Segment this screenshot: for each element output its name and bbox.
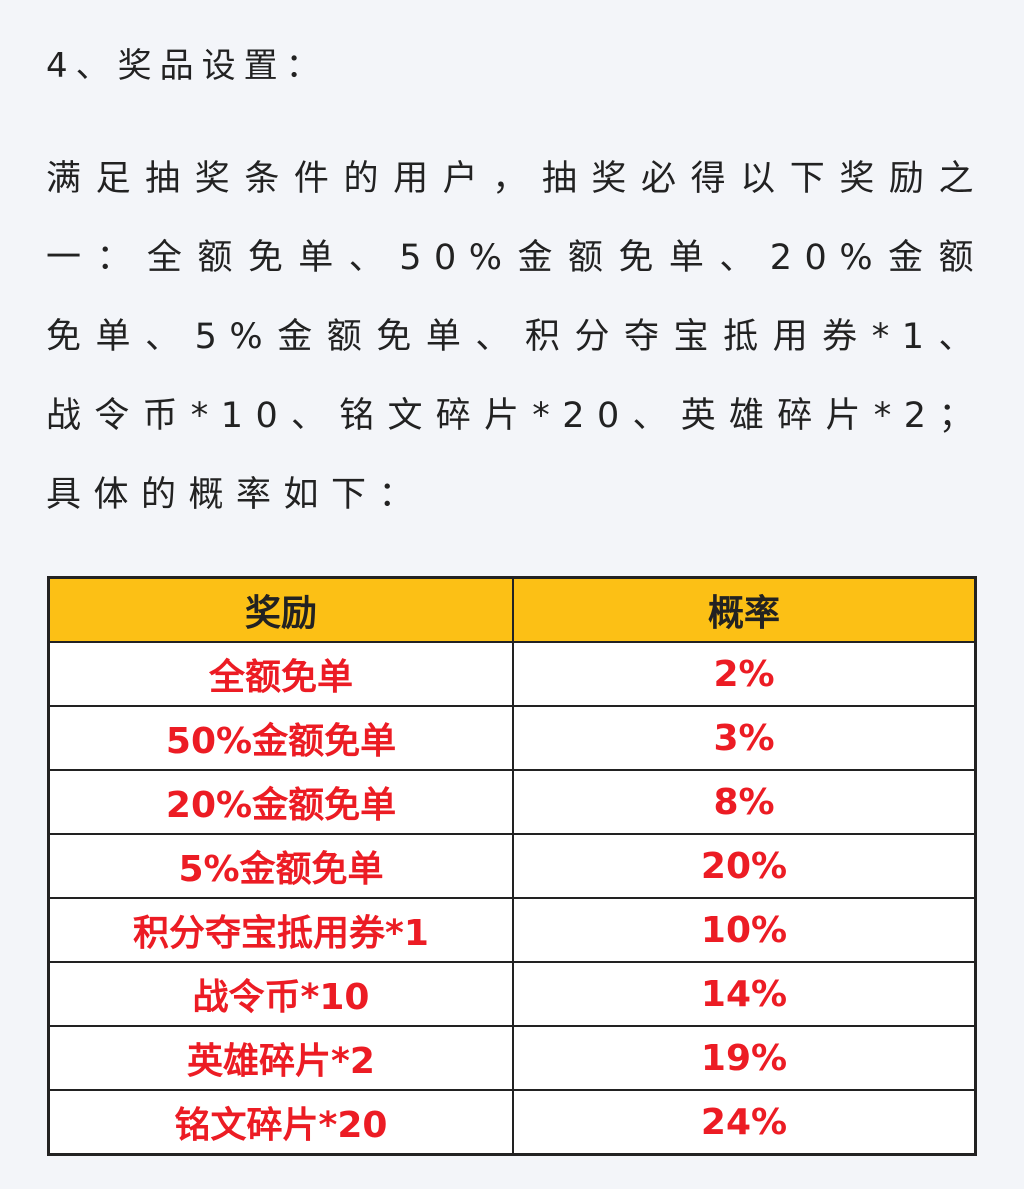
prize-cell: 5%金额免单 xyxy=(47,833,514,899)
table-row: 英雄碎片*2 19% xyxy=(47,1025,977,1091)
section-heading: 4、奖品设置： xyxy=(46,46,328,86)
probability-cell: 2% xyxy=(512,641,977,707)
prize-description: 满足抽奖条件的用户，抽奖必得以下奖励之一：全额免单、50%金额免单、20%金额免… xyxy=(46,159,986,515)
table-row: 铭文碎片*20 24% xyxy=(47,1089,977,1156)
probability-cell: 14% xyxy=(512,961,977,1027)
prize-cell: 积分夺宝抵用券*1 xyxy=(47,897,514,963)
table-row: 50%金额免单 3% xyxy=(47,705,977,771)
probability-cell: 8% xyxy=(512,769,977,835)
prize-cell: 英雄碎片*2 xyxy=(47,1025,514,1091)
column-header-probability: 概率 xyxy=(512,576,977,643)
table-row: 20%金额免单 8% xyxy=(47,769,977,835)
table-row: 全额免单 2% xyxy=(47,641,977,707)
table-row: 5%金额免单 20% xyxy=(47,833,977,899)
column-header-prize: 奖励 xyxy=(47,576,514,643)
probability-cell: 19% xyxy=(512,1025,977,1091)
prize-cell: 战令币*10 xyxy=(47,961,514,1027)
prize-probability-table: 奖励 概率 全额免单 2% 50%金额免单 3% 20%金额免单 8% 5%金额免单 2… xyxy=(47,576,977,1156)
prize-cell: 50%金额免单 xyxy=(47,705,514,771)
probability-cell: 24% xyxy=(512,1089,977,1156)
table-row: 战令币*10 14% xyxy=(47,961,977,1027)
probability-cell: 20% xyxy=(512,833,977,899)
prize-cell: 铭文碎片*20 xyxy=(47,1089,514,1156)
prize-cell: 20%金额免单 xyxy=(47,769,514,835)
probability-cell: 10% xyxy=(512,897,977,963)
table-header-row: 奖励 概率 xyxy=(47,576,977,643)
table-row: 积分夺宝抵用券*1 10% xyxy=(47,897,977,963)
probability-cell: 3% xyxy=(512,705,977,771)
prize-cell: 全额免单 xyxy=(47,641,514,707)
